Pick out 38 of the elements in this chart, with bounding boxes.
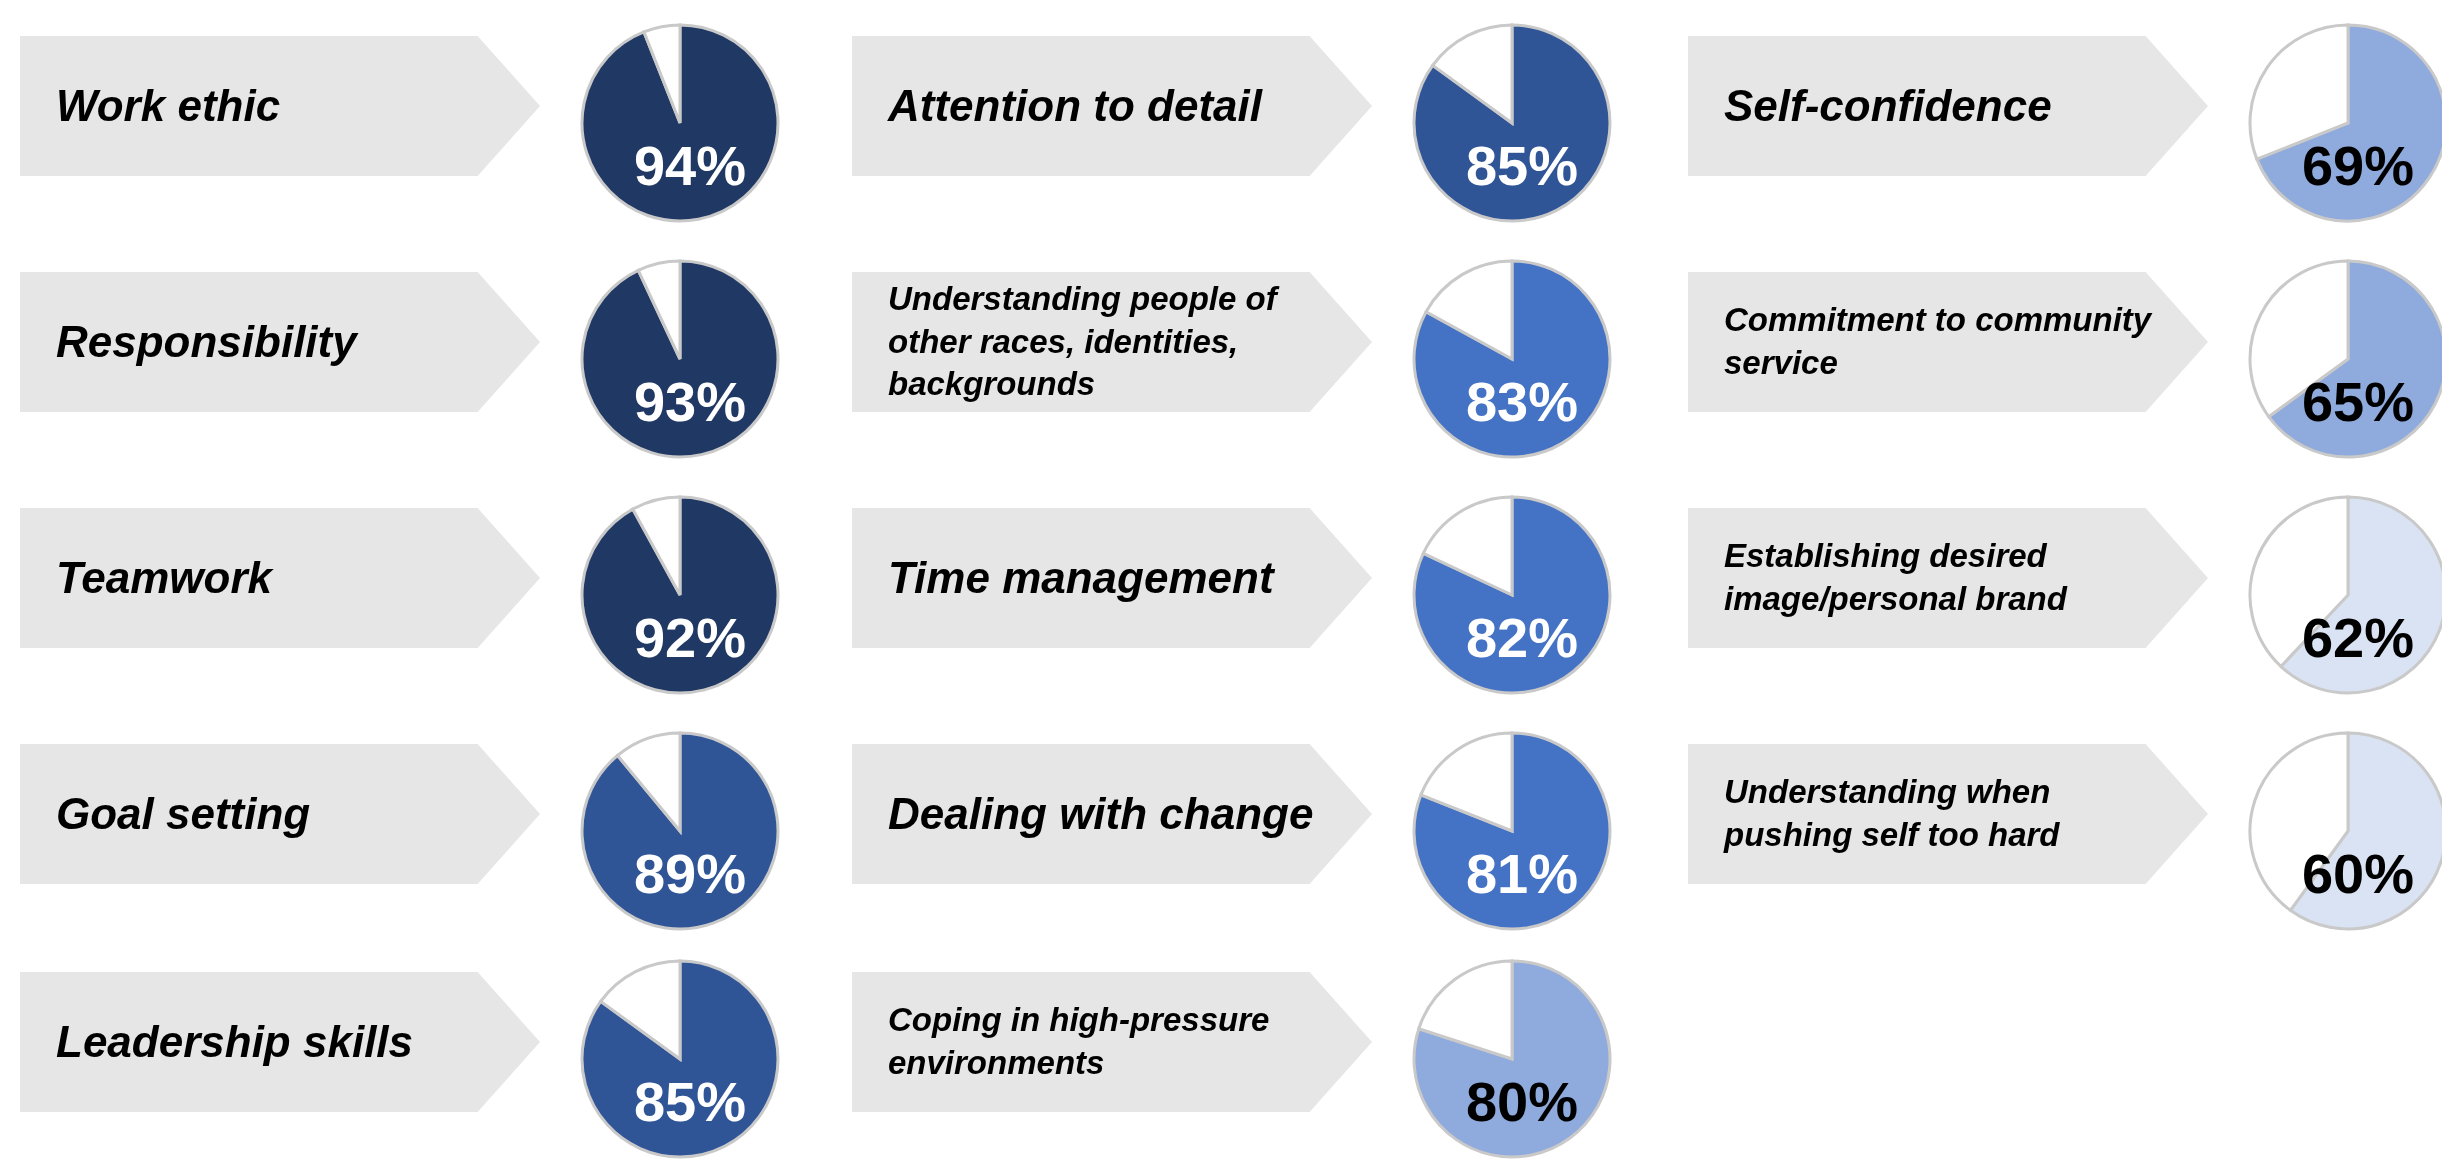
- text: Goal setting: [56, 788, 311, 841]
- text: Time management: [888, 552, 1274, 605]
- data-label: 69%: [2301, 134, 2415, 197]
- data-label: 94%: [633, 134, 747, 197]
- pie-slice: [1412, 731, 1612, 931]
- data-label: 93%: [633, 370, 747, 433]
- pie-slice: [580, 495, 780, 695]
- text: Establishing desired image/personal brand: [1724, 536, 2069, 619]
- pie-slice: [1412, 959, 1612, 1159]
- data-label: 62%: [2301, 606, 2415, 669]
- text: Coping in high-pressure environments: [888, 1000, 1271, 1083]
- data-label: 92%: [633, 606, 747, 669]
- data-label: 82%: [1465, 606, 1579, 669]
- data-label: 85%: [633, 1070, 747, 1133]
- pie-slice: [1412, 259, 1612, 459]
- data-label: 89%: [633, 842, 747, 905]
- text: Teamwork: [56, 552, 273, 605]
- text: Understanding people of other races, identities, backgrounds: [888, 278, 1281, 405]
- data-label: 83%: [1465, 370, 1579, 433]
- text: Leadership skills: [56, 1016, 414, 1069]
- pie-slice: [580, 259, 780, 459]
- data-label: 81%: [1465, 842, 1579, 905]
- text: Self-confidence: [1724, 80, 2052, 133]
- text: Responsibility: [56, 316, 357, 369]
- text: Commitment to community service: [1724, 300, 2154, 383]
- data-label: 65%: [2301, 370, 2415, 433]
- data-label: 60%: [2301, 842, 2415, 905]
- pie-slice: [1412, 23, 1612, 223]
- text: Work ethic: [56, 80, 281, 133]
- data-label: 85%: [1465, 134, 1579, 197]
- text: Dealing with change: [888, 788, 1314, 841]
- pie-slice: [580, 23, 780, 223]
- text: Understanding when pushing self too hard: [1724, 772, 2061, 855]
- data-label: 80%: [1465, 1070, 1579, 1133]
- text: Attention to detail: [888, 80, 1262, 133]
- pie-slice: [580, 731, 780, 931]
- pie-slice: [580, 959, 780, 1159]
- pie-slice: [1412, 495, 1612, 695]
